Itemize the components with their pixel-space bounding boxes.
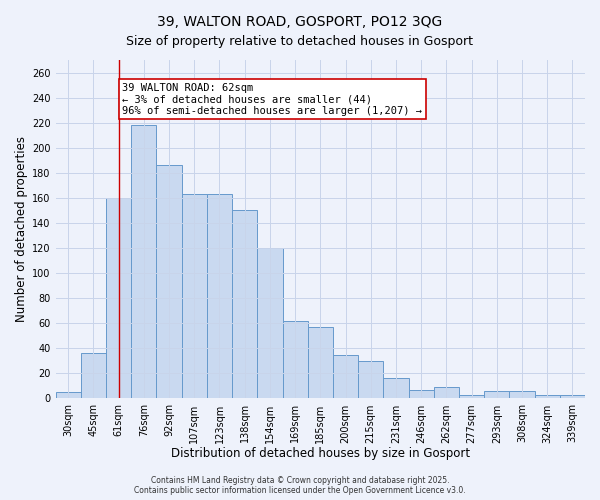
Bar	[182, 194, 207, 398]
Bar	[257, 248, 283, 398]
Text: Contains HM Land Registry data © Crown copyright and database right 2025.
Contai: Contains HM Land Registry data © Crown c…	[134, 476, 466, 495]
Y-axis label: Number of detached properties: Number of detached properties	[15, 136, 28, 322]
Bar	[207, 194, 232, 398]
Bar	[81, 354, 106, 399]
Bar	[106, 198, 131, 398]
Bar	[383, 378, 409, 398]
Bar	[459, 394, 484, 398]
Bar	[434, 387, 459, 398]
Bar	[358, 361, 383, 399]
Bar	[409, 390, 434, 398]
Bar	[283, 320, 308, 398]
Text: 39, WALTON ROAD, GOSPORT, PO12 3QG: 39, WALTON ROAD, GOSPORT, PO12 3QG	[157, 15, 443, 29]
Bar	[333, 354, 358, 399]
Bar	[232, 210, 257, 398]
Bar	[157, 166, 182, 398]
Bar	[535, 394, 560, 398]
Bar	[560, 394, 585, 398]
X-axis label: Distribution of detached houses by size in Gosport: Distribution of detached houses by size …	[171, 447, 470, 460]
Bar	[131, 125, 157, 398]
Bar	[308, 327, 333, 398]
Bar	[56, 392, 81, 398]
Text: Size of property relative to detached houses in Gosport: Size of property relative to detached ho…	[127, 35, 473, 48]
Bar	[484, 391, 509, 398]
Text: 39 WALTON ROAD: 62sqm
← 3% of detached houses are smaller (44)
96% of semi-detac: 39 WALTON ROAD: 62sqm ← 3% of detached h…	[122, 82, 422, 116]
Bar	[509, 391, 535, 398]
